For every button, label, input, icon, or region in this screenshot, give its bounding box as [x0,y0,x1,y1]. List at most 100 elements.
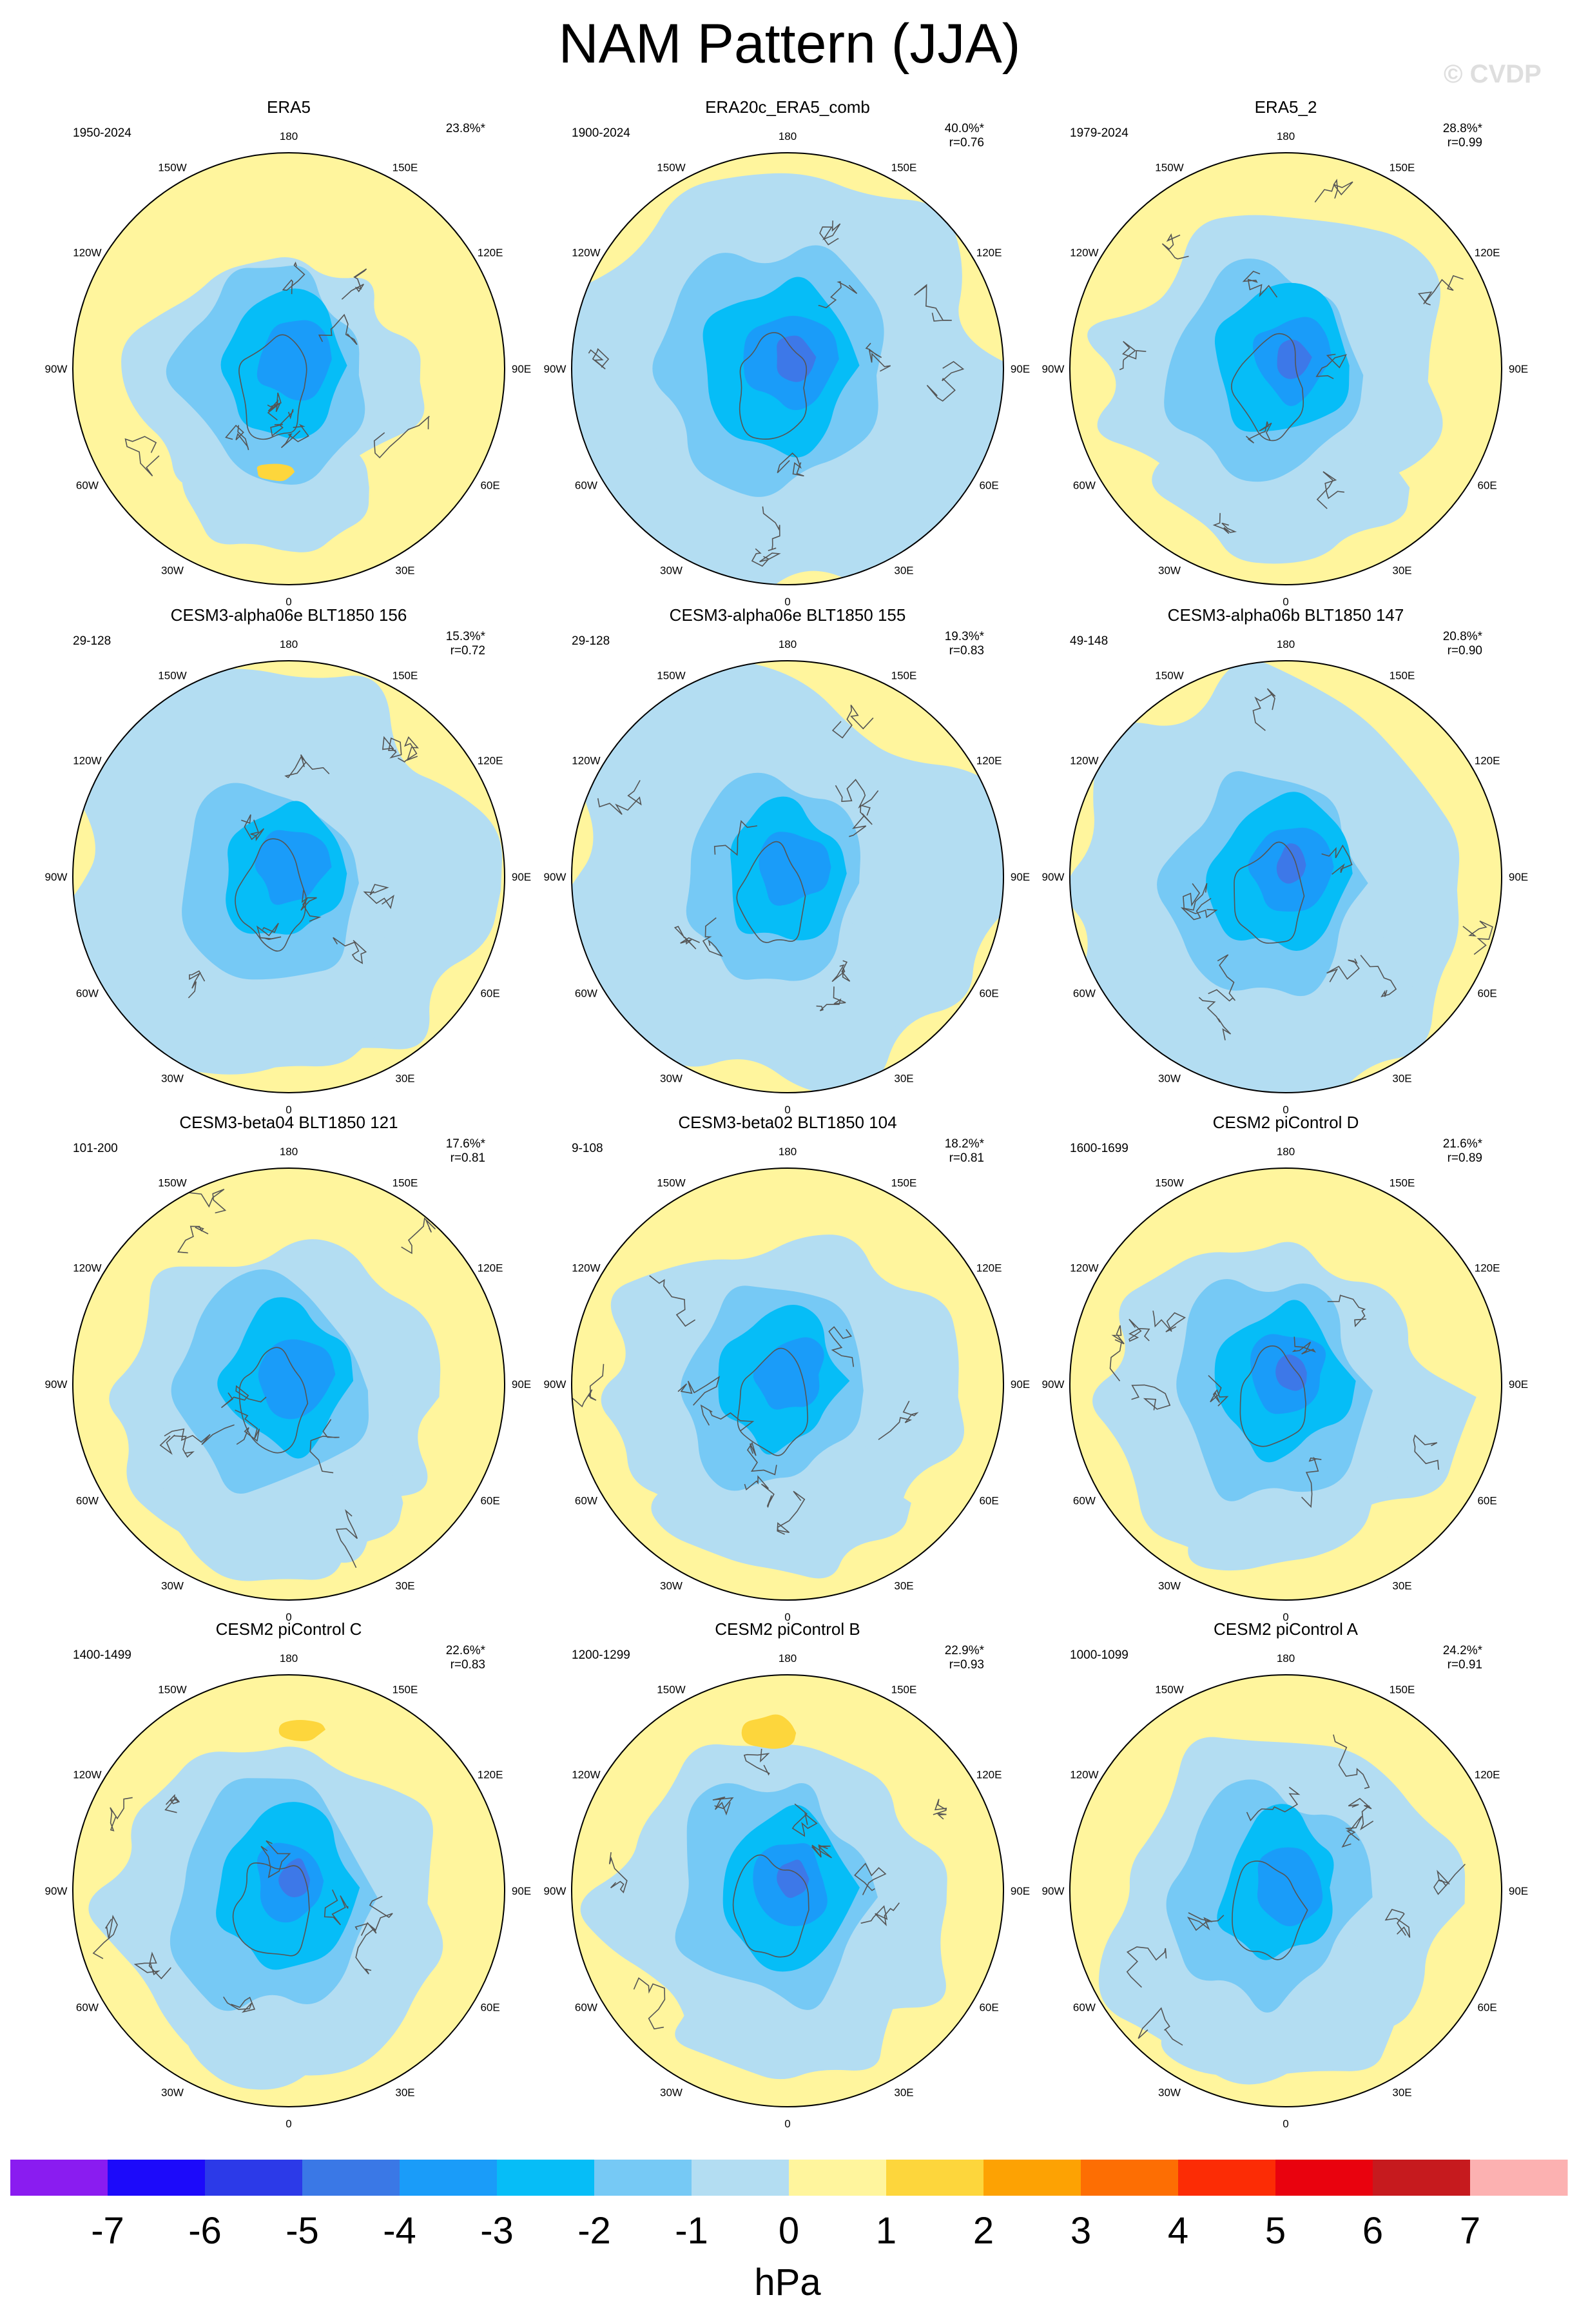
coastline [835,779,879,809]
coastline [241,814,265,842]
coastline [1128,1318,1150,1342]
coastline [926,361,965,402]
coastlines [159,1180,436,1568]
longitude-label: 120E [478,1769,503,1781]
longitude-label: 90W [45,1378,68,1391]
contour-minus-3 [258,1339,336,1420]
panel-years: 29-128 [73,634,111,648]
longitude-label: 120E [478,247,503,259]
longitude-label: 120W [73,1769,101,1781]
panel-correlation: r=0.89 [1448,1151,1482,1165]
map-panel-grid: 180 150E 120E 90E 60E 30E 0 30W 60W 90W 120W 150W ER… [45,97,1529,2127]
panel-title: ERA5_2 [1255,97,1317,117]
longitude-label: 150W [158,161,186,173]
map-outline [72,1167,505,1601]
longitude-label: 180 [779,1146,797,1158]
coastline [164,1793,180,1813]
longitude-label: 30E [1392,1073,1411,1085]
contour-minus-3 [1257,1847,1323,1926]
longitude-label: 30E [1392,565,1411,577]
coastline [588,347,610,370]
coastline [1413,1434,1440,1470]
longitude-label: 90E [1509,1378,1528,1391]
longitude-label: 120E [1475,1262,1500,1274]
coastlines [588,220,965,567]
coastline [1198,997,1232,1040]
coastline [164,1424,235,1445]
panel-variance: 15.3%* [446,630,486,643]
longitude-label: 60E [979,1495,998,1507]
longitude-label: 90E [512,871,531,883]
panel-variance: 20.8%* [1443,630,1483,643]
panel-variance: 22.6%* [446,1644,486,1657]
greenland-outline [238,334,307,440]
longitude-label: 150W [158,669,186,681]
panel-years: 1900-2024 [572,126,630,140]
longitude-label: 180 [1277,1146,1295,1158]
contour-minus-4 [1275,1354,1307,1391]
longitude-label: 90W [1042,1378,1065,1391]
coastline [831,705,874,739]
panel-title: CESM2 piControl C [216,1619,362,1639]
coastline [1152,1310,1187,1333]
map-panel: 180 150E 120E 90E 60E 30E 0 30W 60W 90W 120W 150W ER… [1042,97,1529,608]
coastlines [188,736,419,999]
longitude-label: 30W [660,565,683,577]
longitude-label: 150W [1155,1177,1183,1189]
field-layer [73,1675,505,2107]
longitude-label: 60E [979,480,998,492]
longitude-label: 120W [73,1262,101,1274]
coastline [1208,954,1236,1002]
longitude-label: 150W [657,1177,685,1189]
longitude-label: 90W [544,871,567,883]
coastline [1212,513,1237,534]
coastlines [92,1793,393,2013]
colorbar-tick-label: 4 [1168,2210,1188,2252]
longitude-label: 60E [979,2002,998,2014]
longitude-label: 120W [572,1769,600,1781]
longitude-label: 0 [1283,1104,1288,1116]
panel-correlation: r=0.83 [949,644,984,658]
panel-years: 1200-1299 [572,1648,630,1662]
coastline [1180,883,1212,921]
longitude-label: 0 [784,2118,790,2127]
panel-years: 1400-1499 [73,1648,131,1662]
coastline [572,1363,605,1408]
panel-title: ERA5 [267,97,311,117]
coastline [354,1895,393,1931]
longitude-label: 90W [45,1885,68,1897]
coastline [1245,421,1272,444]
panel-variance: 17.6%* [446,1137,486,1151]
coastline [267,392,282,421]
longitude-label: 120E [1475,755,1500,767]
map-panel: 180 150E 120E 90E 60E 30E 0 30W 60W 90W 120W 150W CE… [544,1619,1031,2127]
panel-variance: 40.0%* [945,122,985,135]
coastline [270,409,294,437]
panel-years: 29-128 [572,634,610,648]
longitude-label: 180 [280,638,298,650]
longitude-label: 120E [976,755,1002,767]
coastline [260,1840,291,1879]
colorbar-box [789,2160,887,2196]
colorbar-box [205,2160,303,2196]
coastline [1292,1336,1317,1355]
coastline [1462,920,1493,955]
coastline [309,1419,340,1474]
coastline [1138,2007,1183,2046]
longitude-label: 90W [544,1885,567,1897]
coastline [324,1889,349,1926]
map-panel: 180 150E 120E 90E 60E 30E 0 30W 60W 90W 120W 150W ER… [544,97,1031,608]
colorbar-box [983,2160,1081,2196]
longitude-label: 30W [660,1073,683,1085]
longitude-label: 150E [1390,1177,1415,1189]
coastline [401,1217,436,1255]
colorbar-tick-label: 2 [973,2210,994,2252]
longitude-label: 60W [76,988,99,1000]
longitude-label: 60W [1073,480,1096,492]
coastline [791,1803,818,1837]
longitude-label: 150W [158,1177,186,1189]
colorbar-box [1081,2160,1179,2196]
panel-years: 1950-2024 [73,126,131,140]
map-outline [1069,1167,1502,1601]
longitude-label: 120W [1070,247,1098,259]
